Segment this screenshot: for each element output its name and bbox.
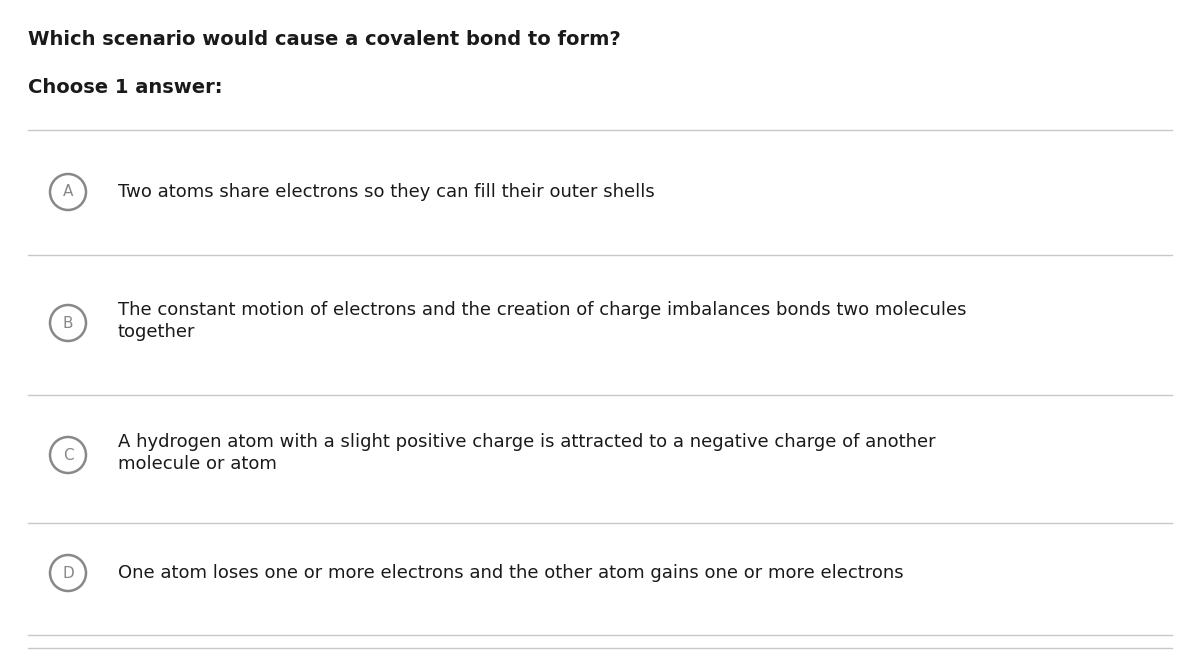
Text: Choose 1 answer:: Choose 1 answer: <box>28 78 222 97</box>
Text: molecule or atom: molecule or atom <box>118 455 277 473</box>
Text: A: A <box>62 185 73 199</box>
Text: D: D <box>62 566 74 580</box>
Text: A hydrogen atom with a slight positive charge is attracted to a negative charge : A hydrogen atom with a slight positive c… <box>118 433 936 451</box>
Text: C: C <box>62 448 73 462</box>
Text: Which scenario would cause a covalent bond to form?: Which scenario would cause a covalent bo… <box>28 30 620 49</box>
Text: Two atoms share electrons so they can fill their outer shells: Two atoms share electrons so they can fi… <box>118 183 655 201</box>
Text: The constant motion of electrons and the creation of charge imbalances bonds two: The constant motion of electrons and the… <box>118 301 966 319</box>
Text: together: together <box>118 323 196 341</box>
Text: B: B <box>62 315 73 331</box>
Text: One atom loses one or more electrons and the other atom gains one or more electr: One atom loses one or more electrons and… <box>118 564 904 582</box>
